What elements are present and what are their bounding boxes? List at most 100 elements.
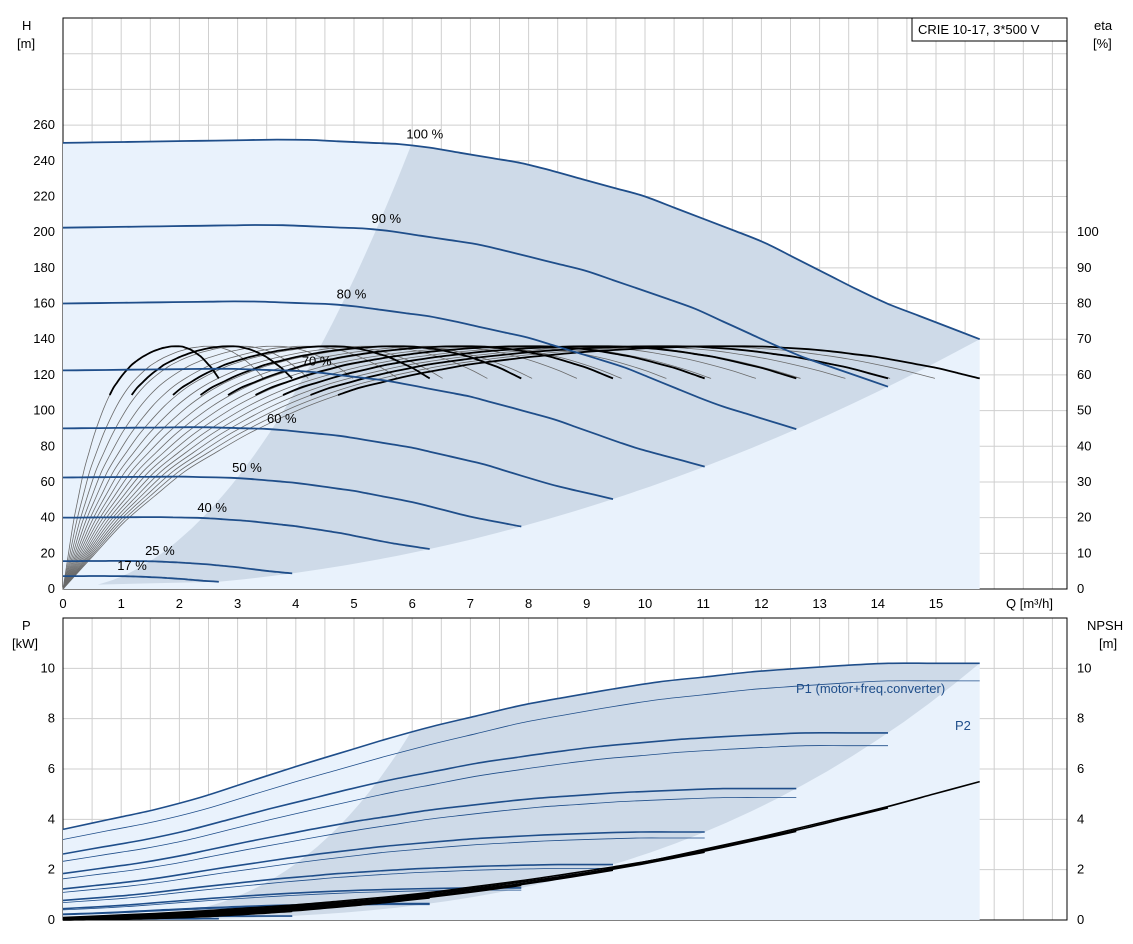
head-curve <box>62 426 614 500</box>
y2-tick-label: 40 <box>1077 438 1091 453</box>
x-tick-label: 12 <box>754 596 768 611</box>
p2-curve <box>62 680 980 840</box>
y2-tick-label: 10 <box>1077 545 1091 560</box>
head-curves: 100 % 90 % 80 % 70 % 60 % 50 % 40 % 25 %17 % <box>62 127 981 583</box>
efficiency-curve <box>337 345 980 396</box>
p1-curve <box>62 731 888 855</box>
x-tick-label: 14 <box>871 596 885 611</box>
x-tick-label: 11 <box>696 596 710 611</box>
top-axis-labels: H [m] eta [%] Q [m³/h] <box>17 18 1113 611</box>
y2-tick-label: 4 <box>1077 811 1084 826</box>
x-tick-label: 10 <box>638 596 652 611</box>
p1-curve <box>62 831 705 890</box>
operating-area <box>63 139 980 589</box>
head-curve-label: 25 % <box>145 543 175 558</box>
npsh-curve <box>62 780 980 919</box>
efficiency-thin-curve <box>62 345 309 590</box>
y2-tick-label: 80 <box>1077 296 1091 311</box>
efficiency-thin-curve <box>62 345 667 590</box>
efficiency-curve <box>310 345 889 396</box>
y-axis-unit-head: [m] <box>17 36 35 51</box>
title-box: CRIE 10-17, 3*500 V <box>911 17 1068 42</box>
head-curve <box>62 560 293 575</box>
y2-tick-label: 60 <box>1077 367 1091 382</box>
y-axis-unit-power: [kW] <box>12 636 38 651</box>
head-curve <box>62 516 430 550</box>
y2-axis-unit-npsh: [m] <box>1099 636 1117 651</box>
x-tick-label: 0 <box>59 596 66 611</box>
x-tick-label: 5 <box>350 596 357 611</box>
head-curve-label: 90 % <box>371 211 401 226</box>
power-npsh-panel: 0 2 4 6 8 10 0 2 4 6 8 10 <box>41 617 1091 927</box>
head-curve <box>62 475 522 528</box>
y2-axis-title-eta: eta <box>1094 18 1113 33</box>
head-efficiency-panel: 0204060801001201401601802002202402600102… <box>33 17 1099 611</box>
y2-tick-label: 6 <box>1077 761 1084 776</box>
efficiency-curve <box>282 345 797 396</box>
npsh-curve <box>63 915 219 921</box>
x-tick-label: 4 <box>292 596 299 611</box>
head-curve-label: 70 % <box>302 353 332 368</box>
p1-curve <box>62 787 797 875</box>
y2-tick-label: 70 <box>1077 331 1091 346</box>
y-axis-title-head: H <box>22 18 31 33</box>
y-tick-label: 0 <box>48 581 55 596</box>
efficiency-thin-curve <box>62 345 264 590</box>
y2-tick-label: 20 <box>1077 510 1091 525</box>
head-curve-label: 17 % <box>117 558 147 573</box>
efficiency-thin-curve <box>62 345 399 590</box>
efficiency-thin-curve <box>62 345 354 590</box>
y-tick-label: 0 <box>48 912 55 927</box>
y-tick-label: 2 <box>48 862 55 877</box>
efficiency-thin-curve <box>62 345 757 590</box>
bottom-axis-labels: P [kW] NPSH [m] <box>12 618 1123 651</box>
x-tick-label: 6 <box>409 596 416 611</box>
p2-curve <box>62 745 888 862</box>
head-curve-label: 80 % <box>337 287 367 302</box>
y-tick-label: 40 <box>41 510 55 525</box>
head-curve <box>62 138 981 341</box>
head-curve <box>62 224 889 388</box>
y2-tick-label: 50 <box>1077 403 1091 418</box>
head-curve <box>62 367 705 468</box>
x-tick-label: 15 <box>929 596 943 611</box>
p2-curve <box>62 867 613 903</box>
head-curve-label: 50 % <box>232 460 262 475</box>
y2-tick-label: 0 <box>1077 581 1084 596</box>
chart-title: CRIE 10-17, 3*500 V <box>918 22 1040 37</box>
head-curve-label: 100 % <box>406 127 443 142</box>
y-tick-label: 100 <box>33 403 55 418</box>
head-curve <box>62 300 797 430</box>
efficiency-curve <box>255 345 705 396</box>
x-tick-label: 1 <box>118 596 125 611</box>
y-tick-label: 6 <box>48 761 55 776</box>
y2-tick-label: 90 <box>1077 260 1091 275</box>
x-tick-label: 8 <box>525 596 532 611</box>
legend-p1: P1 (motor+freq.converter) <box>796 681 945 696</box>
y-axis-title-power: P <box>22 618 31 633</box>
p1-curve <box>62 863 613 902</box>
y-tick-label: 160 <box>33 296 55 311</box>
y2-tick-label: 0 <box>1077 912 1084 927</box>
p2-curve <box>62 837 705 893</box>
y2-tick-label: 2 <box>1077 862 1084 877</box>
y-tick-label: 8 <box>48 711 55 726</box>
y-tick-label: 120 <box>33 367 55 382</box>
y-tick-label: 140 <box>33 331 55 346</box>
x-tick-label: 3 <box>234 596 241 611</box>
power-area-dark <box>97 663 980 920</box>
power-operating-area <box>63 663 980 920</box>
y-tick-label: 260 <box>33 117 55 132</box>
y2-axis-unit-eta: [%] <box>1093 36 1112 51</box>
y-tick-label: 10 <box>41 660 55 675</box>
y-tick-label: 4 <box>48 811 55 826</box>
x-axis-label: Q [m³/h] <box>1006 596 1053 611</box>
y-tick-label: 180 <box>33 260 55 275</box>
x-tick-label: 2 <box>176 596 183 611</box>
y2-tick-label: 10 <box>1077 660 1091 675</box>
y2-axis-title-npsh: NPSH <box>1087 618 1123 633</box>
y2-tick-label: 30 <box>1077 474 1091 489</box>
x-tick-label: 7 <box>467 596 474 611</box>
head-curve-label: 60 % <box>267 411 297 426</box>
